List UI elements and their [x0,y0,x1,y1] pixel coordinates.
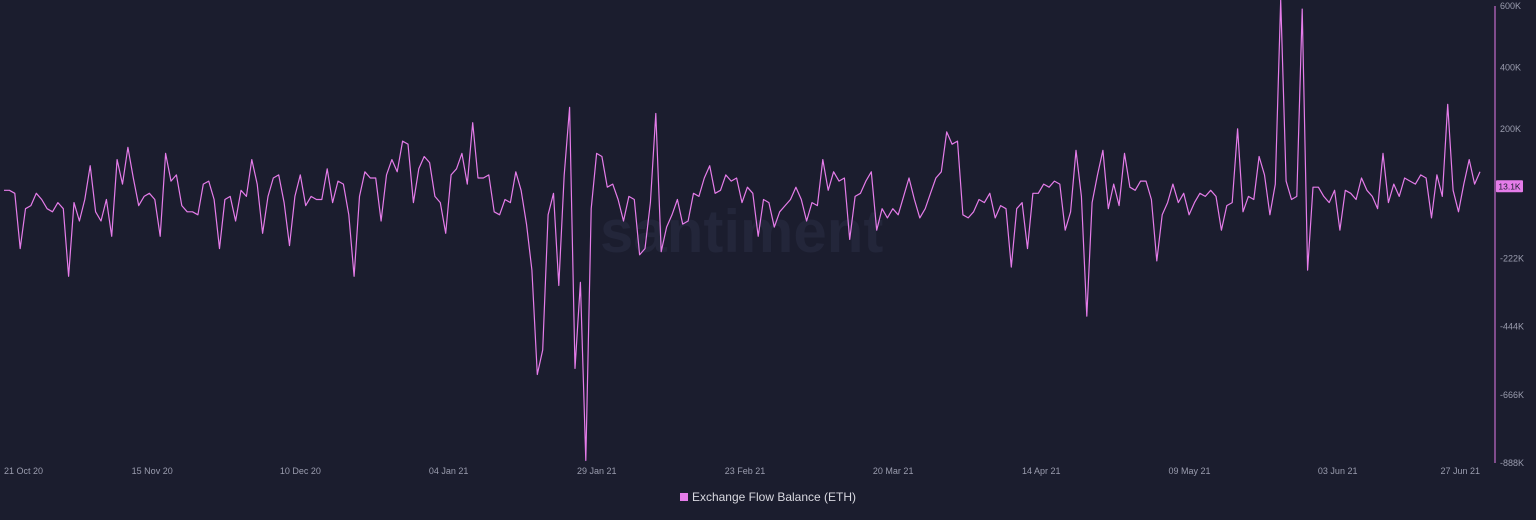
legend-label: Exchange Flow Balance (ETH) [691,490,857,504]
x-tick-label: 10 Dec 20 [280,466,321,476]
x-tick-label: 15 Nov 20 [132,466,173,476]
series-layer [4,0,1481,462]
x-tick-label: 14 Apr 21 [1022,466,1061,476]
current-value-marker: 13.1K [1496,180,1523,193]
y-tick-label: -444K [1500,322,1524,332]
legend[interactable]: Exchange Flow Balance (ETH) [0,490,1536,504]
y-tick-label: -222K [1500,253,1524,263]
y-tick-label: 400K [1500,62,1521,72]
x-tick-label: 03 Jun 21 [1318,466,1358,476]
x-tick-label: 23 Feb 21 [725,466,766,476]
y-tick-label: 600K [1500,1,1521,11]
y-tick-label: -666K [1500,390,1524,400]
legend-swatch [679,493,688,501]
y-tick-label: 200K [1500,124,1521,134]
current-value-label: 13.1K [1498,181,1521,191]
watermark: santiment [600,198,883,265]
x-tick-label: 27 Jun 21 [1440,466,1480,476]
series-line [4,0,1481,462]
x-tick-label: 20 Mar 21 [873,466,914,476]
x-tick-label: 21 Oct 20 [4,466,43,476]
y-tick-label: -888K [1500,458,1524,468]
current-value-badge [1496,180,1523,193]
x-tick-label: 04 Jan 21 [429,466,469,476]
x-axis-ticks: 21 Oct 20 15 Nov 20 10 Dec 20 04 Jan 21 29 J… [4,466,1480,476]
x-tick-label: 09 May 21 [1168,466,1210,476]
y-axis-ticks: 600K 400K 200K -222K -444K -666K -888K [1500,1,1524,468]
x-tick-label: 29 Jan 21 [577,466,617,476]
